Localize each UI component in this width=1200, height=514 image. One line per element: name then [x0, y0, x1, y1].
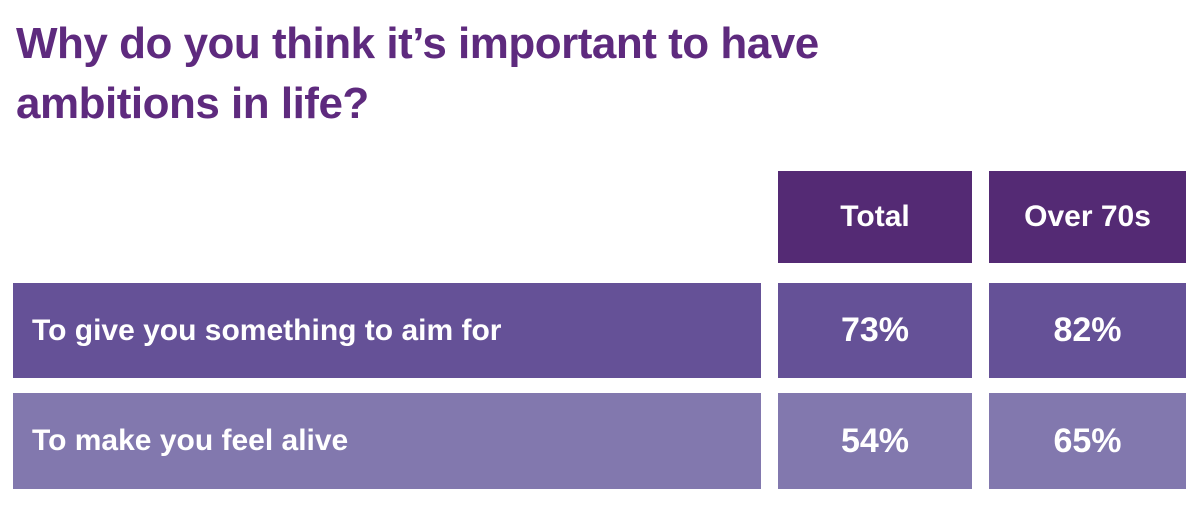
- row-label-feel-alive: To make you feel alive: [13, 393, 761, 489]
- page-title-line-1: Why do you think it’s important to have: [16, 19, 819, 68]
- column-header-over-70s: Over 70s: [989, 171, 1186, 263]
- value-aim-for-over-70s: 82%: [989, 283, 1186, 378]
- value-aim-for-total: 73%: [778, 283, 972, 378]
- value-feel-alive-total: 54%: [778, 393, 972, 489]
- column-header-total: Total: [778, 171, 972, 263]
- page-title: Why do you think it’s important to have …: [16, 14, 819, 134]
- results-table: Total Over 70s To give you something to …: [13, 171, 1186, 489]
- page-title-line-2: ambitions in life?: [16, 79, 369, 128]
- value-feel-alive-over-70s: 65%: [989, 393, 1186, 489]
- row-label-aim-for: To give you something to aim for: [13, 283, 761, 378]
